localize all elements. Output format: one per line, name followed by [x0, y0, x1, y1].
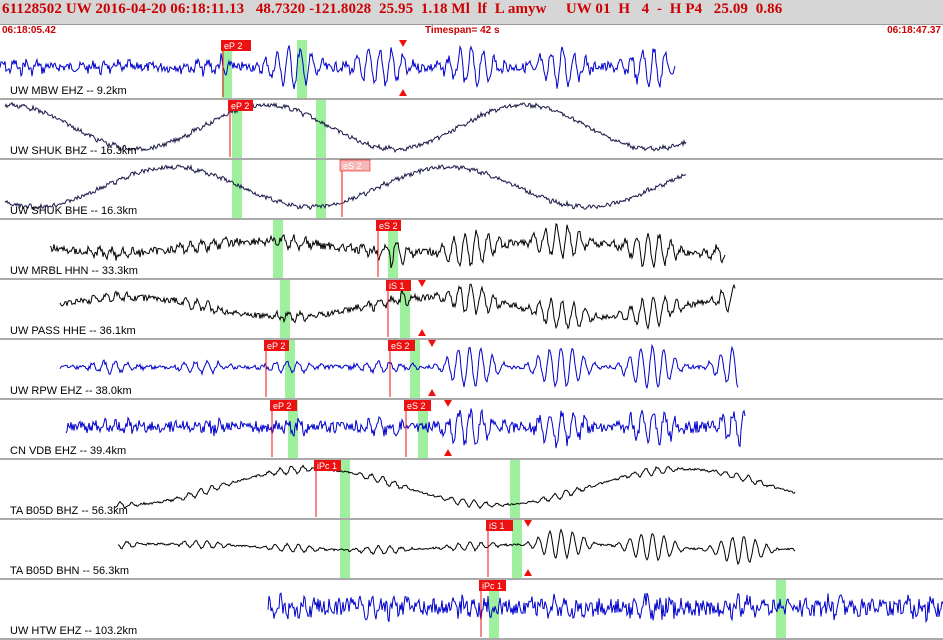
trace-row[interactable]: iPc 1 UW HTW EHZ -- 103.2km	[0, 580, 943, 640]
pick-label: eP 2	[224, 41, 242, 51]
timing-window	[297, 40, 307, 98]
waveform-trace	[49, 222, 726, 269]
pick-label: iS 1	[489, 521, 505, 531]
trace-station-label: UW RPW EHZ -- 38.0km	[10, 385, 132, 397]
pick-flag[interactable]	[386, 280, 411, 291]
event-header: 61128502 UW 2016-04-20 06:18:11.13 48.73…	[0, 0, 943, 25]
trace-station-label: UW SHUK BHZ -- 16.3km	[10, 145, 137, 157]
timing-window	[285, 340, 295, 398]
waveform-trace	[4, 101, 687, 154]
trace-row[interactable]: eP 2 eS 2 UW RPW EHZ -- 38.0km	[0, 340, 943, 400]
waveform-trace	[59, 283, 736, 331]
trace-station-label: TA B05D BHZ -- 56.3km	[10, 505, 128, 517]
end-time: 06:18:47.37	[887, 25, 941, 36]
amplitude-marker-bottom	[524, 569, 532, 576]
timing-window	[316, 160, 326, 218]
pick-flag[interactable]	[388, 340, 415, 351]
waveform-trace	[0, 44, 676, 89]
pick-label: eS 2	[407, 401, 426, 411]
timing-window	[280, 280, 290, 338]
amplitude-marker-bottom	[428, 389, 436, 396]
amplitude-marker-bottom	[444, 449, 452, 456]
timing-window	[489, 580, 499, 638]
pick-flag[interactable]	[376, 220, 401, 231]
timing-window	[316, 100, 326, 158]
timing-window	[410, 340, 420, 398]
timing-window	[340, 520, 350, 578]
amplitude-marker-top	[444, 400, 452, 407]
timing-window	[388, 220, 398, 278]
amplitude-marker-top	[524, 520, 532, 527]
trace-row[interactable]: eS 2 UW MRBL HHN -- 33.3km	[0, 220, 943, 280]
waveform-trace	[114, 464, 796, 510]
amplitude-marker-top	[428, 340, 436, 347]
waveform-trace	[117, 528, 796, 566]
timing-window	[512, 520, 522, 578]
pick-flag[interactable]	[221, 40, 251, 51]
pick-label: eP 2	[231, 101, 249, 111]
pick-label: iS 1	[389, 281, 405, 291]
trace-row[interactable]: eS 2 UW SHUK BHE -- 16.3km	[0, 159, 943, 220]
waveform-trace	[4, 163, 687, 211]
seismogram-canvas[interactable]: eP 2 UW MBW EHZ -- 9.2km eP 2 UW SHUK BHZ -…	[0, 39, 943, 640]
amplitude-marker-top	[418, 280, 426, 287]
pick-flag[interactable]	[404, 400, 431, 411]
pick-label: iPc 1	[482, 581, 502, 591]
timing-window	[232, 160, 242, 218]
trace-row[interactable]: eP 2 UW MBW EHZ -- 9.2km	[0, 40, 943, 100]
pick-flag[interactable]	[270, 400, 297, 411]
trace-row[interactable]: iS 1 UW PASS HHE -- 36.1km	[0, 280, 943, 340]
timing-window	[340, 460, 350, 518]
start-time: 06:18:05.42	[2, 25, 56, 36]
timing-window	[400, 280, 410, 338]
pick-flag[interactable]	[339, 159, 371, 172]
pick-flag[interactable]	[264, 340, 289, 351]
event-summary-line: 61128502 UW 2016-04-20 06:18:11.13 48.73…	[2, 1, 783, 17]
trace-station-label: UW PASS HHE -- 36.1km	[10, 325, 136, 337]
amplitude-marker-bottom	[399, 89, 407, 96]
trace-row[interactable]: iPc 1 TA B05D BHZ -- 56.3km	[0, 460, 943, 520]
trace-station-label: TA B05D BHN -- 56.3km	[10, 565, 129, 577]
amplitude-marker-top	[399, 40, 407, 47]
pick-label: eS 2	[379, 221, 398, 231]
trace-station-label: UW MRBL HHN -- 33.3km	[10, 265, 138, 277]
pick-label: eS 2	[343, 161, 362, 171]
seismogram-panel[interactable]: eP 2 UW MBW EHZ -- 9.2km eP 2 UW SHUK BHZ -…	[0, 39, 943, 640]
pick-label: eP 2	[273, 401, 291, 411]
timespan-readout: Timespan= 42 s	[425, 25, 500, 36]
pick-label: eP 2	[267, 341, 285, 351]
pick-flag[interactable]	[479, 580, 506, 591]
trace-station-label: UW HTW EHZ -- 103.2km	[10, 625, 137, 637]
timing-window	[232, 100, 242, 158]
trace-station-label: UW SHUK BHE -- 16.3km	[10, 205, 137, 217]
timing-window	[273, 220, 283, 278]
pick-label: eS 2	[391, 341, 410, 351]
pick-label: iPc 1	[317, 461, 337, 471]
pick-flag[interactable]	[314, 460, 341, 471]
trace-station-label: UW MBW EHZ -- 9.2km	[10, 85, 127, 97]
trace-row[interactable]: iS 1 TA B05D BHN -- 56.3km	[0, 520, 943, 580]
waveform-trace	[59, 343, 739, 389]
trace-station-label: CN VDB EHZ -- 39.4km	[10, 445, 126, 457]
timing-window	[776, 580, 786, 638]
pick-flag[interactable]	[228, 100, 253, 111]
trace-row[interactable]: eP 2 UW SHUK BHZ -- 16.3km	[0, 100, 943, 160]
timing-window	[288, 400, 298, 458]
amplitude-marker-bottom	[418, 329, 426, 336]
timing-window	[510, 460, 520, 518]
pick-flag[interactable]	[486, 520, 513, 531]
trace-row[interactable]: eP 2 eS 2 CN VDB EHZ -- 39.4km	[0, 400, 943, 460]
waveform-trace	[267, 592, 943, 624]
